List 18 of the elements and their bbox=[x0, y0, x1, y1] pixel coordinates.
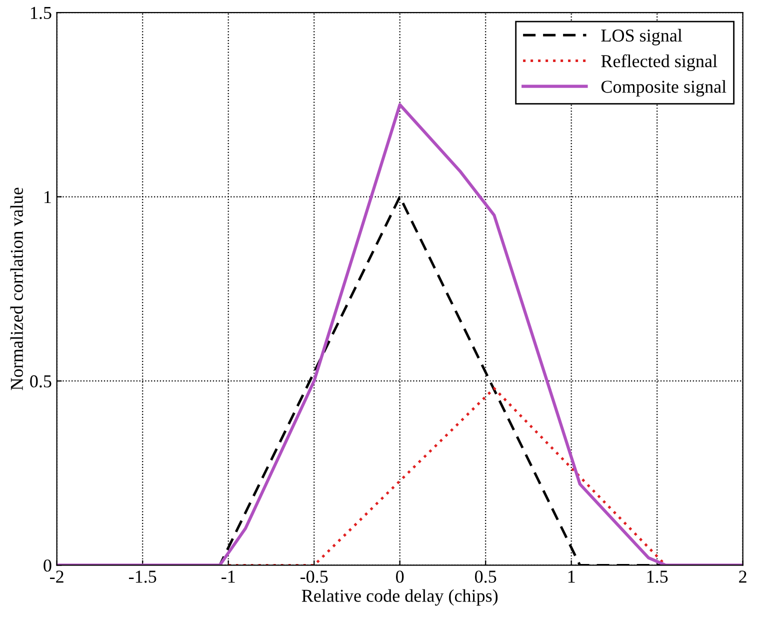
x-tick-label: 1.5 bbox=[647, 570, 668, 583]
x-tick-label: 0 bbox=[396, 570, 404, 583]
x-tick-label: -0.5 bbox=[300, 570, 328, 583]
legend-label: Reflected signal bbox=[601, 54, 718, 71]
y-tick-label: 0.5 bbox=[30, 375, 52, 388]
x-tick-label: 0.5 bbox=[474, 570, 496, 583]
x-tick-label: -1 bbox=[222, 570, 235, 583]
x-tick-label: 1 bbox=[568, 570, 575, 583]
legend-label: LOS signal bbox=[601, 28, 682, 46]
x-axis-title: Relative code delay (chips) bbox=[302, 589, 498, 606]
x-tick-label: 2 bbox=[739, 570, 746, 583]
x-tick-label: -1.5 bbox=[128, 570, 156, 583]
y-tick-label: 0 bbox=[44, 559, 52, 572]
y-tick-label: 1 bbox=[44, 191, 51, 204]
x-tick-label: -2 bbox=[50, 570, 64, 583]
legend-label: Composite signal bbox=[601, 80, 726, 97]
y-axis-title: Normalized corrlation value bbox=[10, 188, 23, 390]
y-tick-label: 1.5 bbox=[31, 6, 52, 20]
